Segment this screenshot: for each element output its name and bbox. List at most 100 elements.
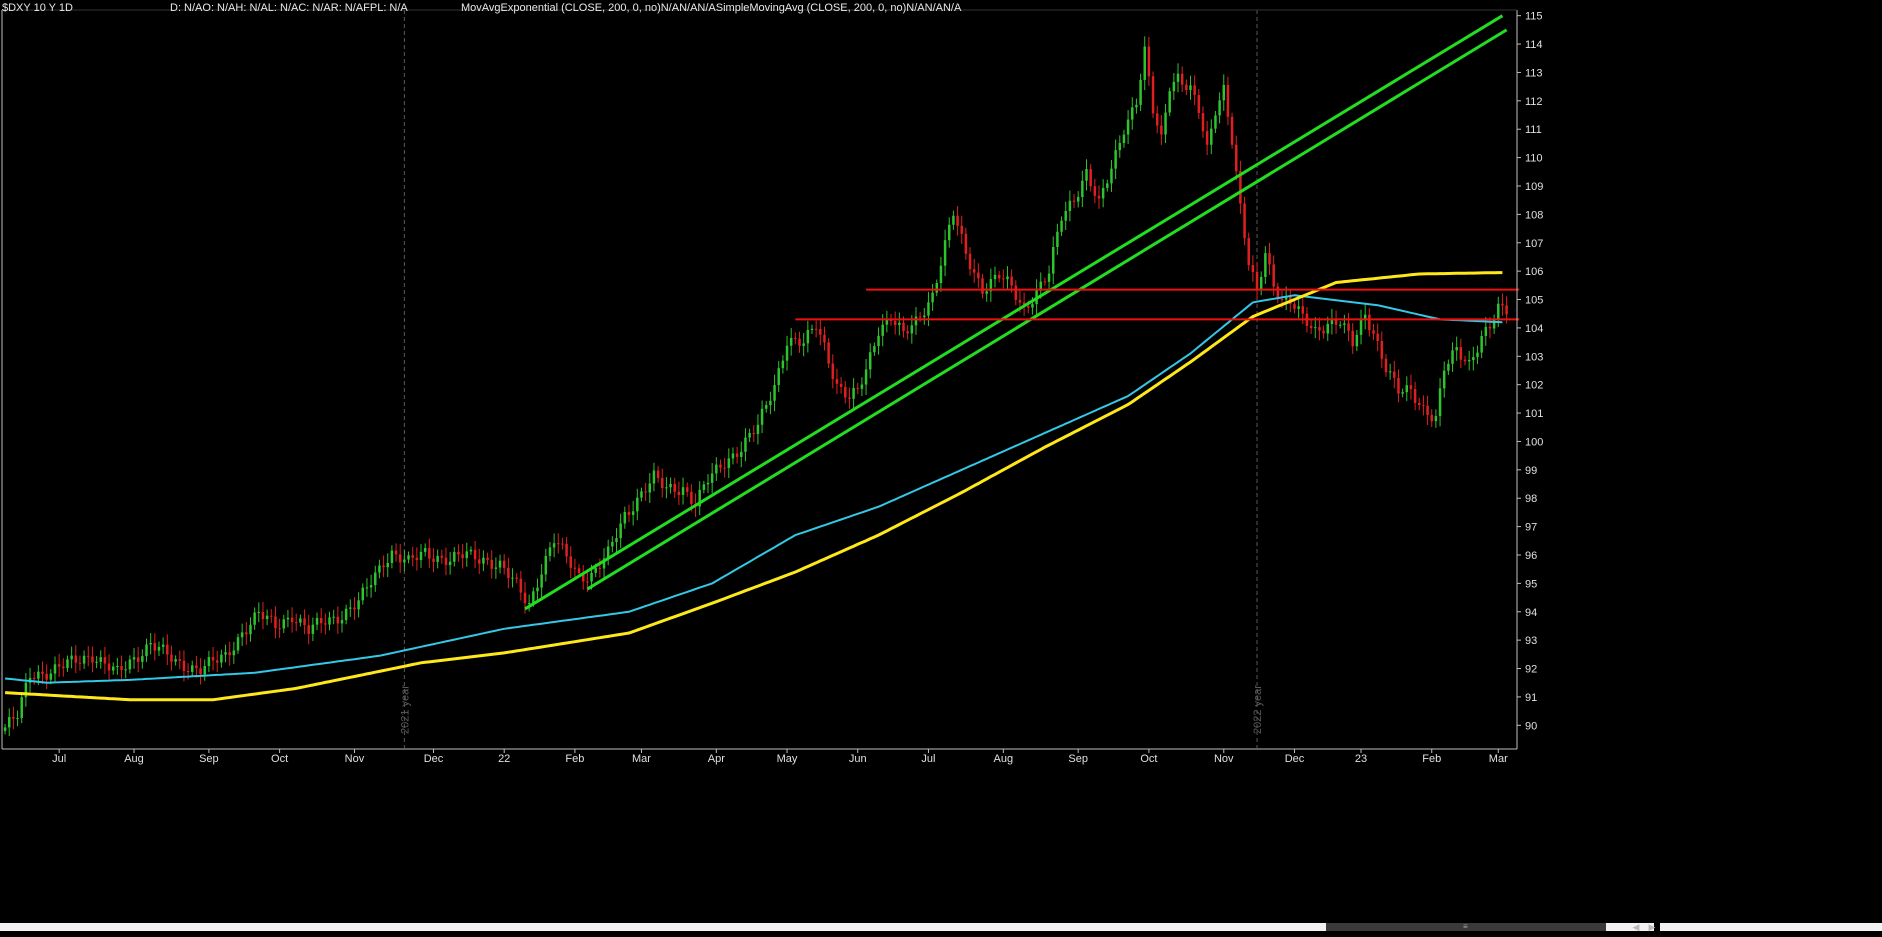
candle	[943, 229, 947, 277]
candle-body	[7, 717, 11, 728]
studies-label[interactable]: MovAvgExponential (CLOSE, 200, 0, no)N/A…	[461, 2, 962, 14]
candle-body	[631, 511, 635, 515]
candle-body	[702, 484, 706, 490]
candle-body	[972, 269, 976, 273]
candle-body	[469, 549, 473, 552]
candle-body	[527, 602, 531, 604]
candle-body	[565, 543, 568, 557]
candle-body	[540, 574, 543, 588]
candle	[1372, 323, 1375, 340]
upper-channel-line[interactable]	[524, 14, 1504, 611]
candle-body	[87, 655, 90, 657]
candle-body	[382, 565, 385, 568]
candle-body	[715, 464, 718, 474]
candle-body	[211, 657, 215, 661]
candle-body	[794, 338, 797, 340]
candle	[1155, 105, 1159, 134]
scroll-track[interactable]	[0, 923, 1654, 931]
candle-body	[781, 360, 785, 369]
candle	[1338, 321, 1342, 329]
candle-body	[74, 655, 78, 663]
candle	[1151, 71, 1155, 119]
candle-body	[1430, 414, 1433, 422]
candle-body	[1168, 91, 1171, 113]
candle-body	[1388, 371, 1392, 373]
candle-body	[1318, 327, 1321, 331]
candle	[631, 500, 635, 526]
candle-body	[968, 253, 972, 270]
candle-body	[1176, 73, 1180, 82]
candle	[57, 653, 61, 678]
candle-body	[324, 623, 327, 625]
candle	[24, 673, 28, 707]
candle-body	[1422, 405, 1425, 407]
y-tick-label: 114	[1525, 39, 1543, 51]
lower-channel-line[interactable]	[586, 28, 1508, 591]
candle	[548, 541, 552, 562]
candle	[1264, 246, 1267, 284]
y-tick-label: 105	[1525, 295, 1543, 307]
candle	[877, 327, 880, 355]
candle	[810, 324, 814, 335]
candle	[719, 459, 722, 473]
candle-body	[690, 491, 693, 504]
candle	[145, 638, 148, 662]
candle-body	[91, 656, 94, 663]
candle	[1422, 395, 1425, 416]
candle-body	[985, 291, 988, 294]
candle	[432, 548, 435, 573]
candle-body	[1368, 314, 1371, 331]
candlestick-series	[3, 36, 1508, 737]
candle-body	[116, 666, 119, 668]
candle-body	[977, 272, 980, 279]
candle	[860, 377, 864, 397]
candle	[981, 273, 984, 299]
candle	[977, 263, 980, 288]
candle	[70, 646, 73, 669]
candle-body	[161, 644, 165, 647]
candle	[220, 649, 223, 668]
candle	[286, 609, 290, 628]
y-tick-label: 91	[1525, 692, 1537, 704]
candle	[1093, 178, 1097, 204]
horizontal-scrollbar[interactable]: ≡ ◀ ▶	[0, 920, 1882, 937]
candle-body	[1280, 299, 1284, 301]
scroll-thumb[interactable]	[1326, 923, 1606, 931]
candle-body	[299, 618, 302, 623]
candle	[814, 320, 818, 338]
candle-body	[1047, 273, 1051, 282]
candle-body	[236, 637, 240, 651]
candle	[390, 545, 394, 569]
candle-body	[1068, 200, 1072, 211]
x-tick-label: Mar	[632, 753, 651, 765]
candle	[552, 533, 556, 558]
candle-body	[1051, 247, 1055, 274]
scroll-right-arrow-icon[interactable]: ▶	[1648, 922, 1656, 932]
candle-body	[586, 581, 589, 583]
trendline-drawings[interactable]	[524, 14, 1520, 611]
candle	[802, 333, 805, 357]
candle	[1318, 317, 1321, 341]
candle-body	[723, 467, 726, 469]
candle	[623, 506, 627, 529]
candle	[1064, 201, 1067, 230]
candle-body	[419, 551, 423, 561]
candle	[178, 650, 182, 670]
candle	[1455, 336, 1458, 361]
candle-body	[656, 470, 660, 479]
candle	[1430, 409, 1433, 428]
scroll-left-arrow-icon[interactable]: ◀	[1632, 922, 1640, 932]
candle	[964, 227, 968, 260]
candle-body	[1180, 73, 1184, 85]
candle	[993, 266, 997, 288]
candle-body	[307, 625, 310, 634]
candle	[968, 247, 972, 276]
candle-body	[1018, 299, 1022, 303]
candle-body	[1218, 100, 1221, 116]
candle	[740, 441, 743, 468]
candle	[893, 311, 897, 335]
candle-body	[232, 650, 236, 656]
candle	[1314, 317, 1317, 339]
symbol-label[interactable]: $DXY 10 Y 1D	[2, 2, 73, 14]
